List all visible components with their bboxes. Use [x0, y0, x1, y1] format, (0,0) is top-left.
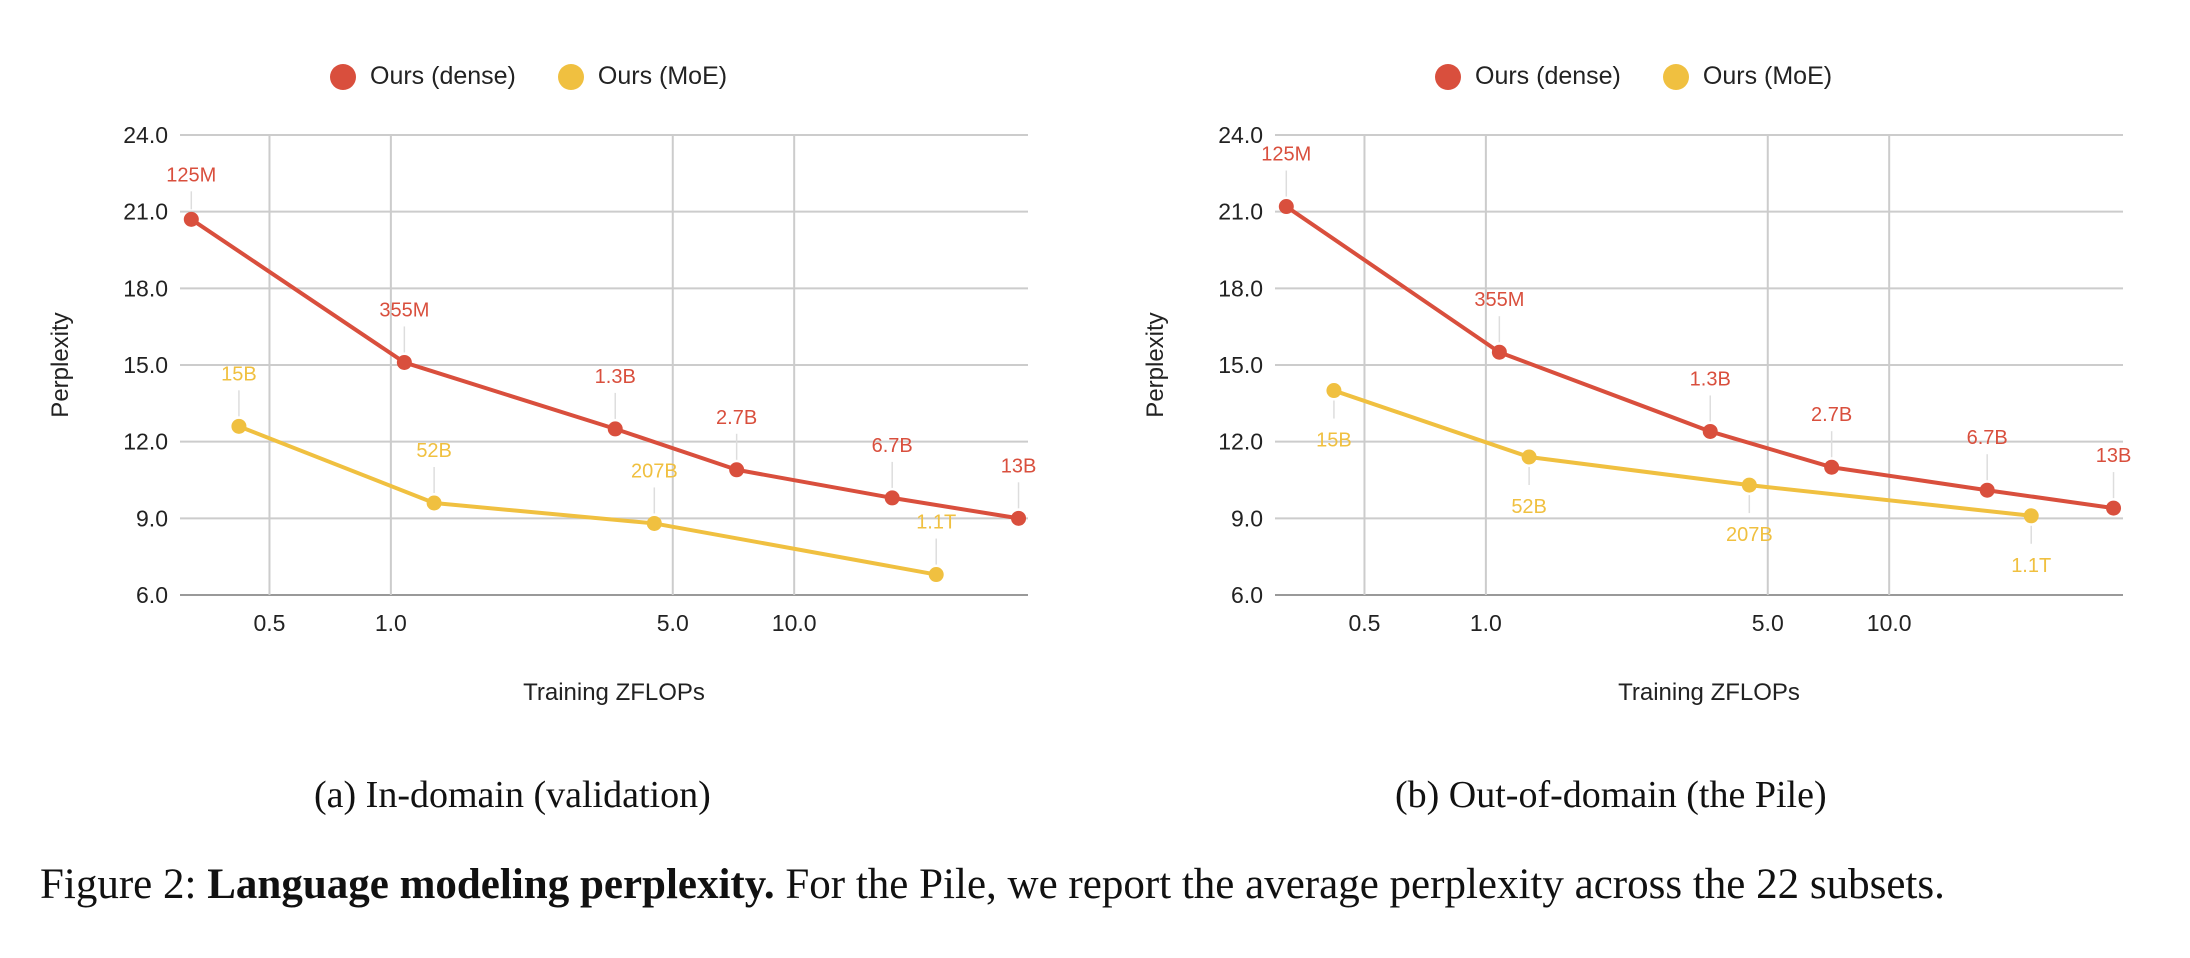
x-tick-label: 10.0 — [772, 610, 817, 636]
legend-dense-label: Ours (dense) — [370, 62, 516, 90]
point-label-dense: 13B — [1001, 455, 1037, 477]
figure-caption-bold: Language modeling perplexity. — [207, 861, 775, 908]
y-tick-label: 21.0 — [1218, 199, 1263, 225]
chart-panel-a: Ours (dense) Ours (MoE) 6.0 9.0 12.0 15.0 18… — [0, 40, 1095, 816]
point-dense — [2106, 500, 2122, 516]
legend-dense-dot — [1435, 63, 1461, 90]
point-label-dense: 355M — [1474, 289, 1524, 311]
point-label-dense: 13B — [2096, 445, 2132, 467]
y-tick-label: 15.0 — [1218, 352, 1263, 378]
point-label-dense: 1.3B — [1690, 368, 1731, 390]
point-dense — [1278, 199, 1294, 215]
point-label-moe: 52B — [416, 440, 452, 462]
legend-dense-dot — [330, 63, 356, 90]
point-dense — [884, 490, 900, 506]
legend-moe-dot — [1662, 63, 1689, 90]
legend: Ours (dense) Ours (MoE) — [330, 62, 769, 91]
x-axis-title: Training ZFLOPs — [523, 679, 705, 706]
point-moe — [928, 567, 944, 583]
legend-moe-dot — [557, 63, 584, 90]
x-tick-label: 1.0 — [1470, 610, 1502, 636]
series-line-moe — [238, 424, 937, 577]
point-moe — [1326, 383, 1342, 399]
point-moe — [1521, 449, 1537, 465]
x-tick-label: 5.0 — [657, 610, 689, 636]
figure-caption-text: For the Pile, we report the average perp… — [785, 861, 1945, 908]
x-tick-label: 1.0 — [375, 610, 407, 636]
point-label-moe: 207B — [1726, 524, 1773, 546]
legend-moe-label: Ours (MoE) — [1702, 62, 1833, 90]
legend-item-dense: Ours (dense) — [330, 62, 516, 91]
point-label-dense: 2.7B — [1811, 404, 1852, 426]
legend-moe-label: Ours (MoE) — [597, 62, 728, 90]
point-label-moe: 52B — [1511, 496, 1547, 518]
point-moe — [2023, 508, 2039, 524]
point-label-moe: 1.1T — [916, 512, 956, 534]
series-line-moe — [1333, 388, 2032, 518]
subcaption-b: (b) Out-of-domain (the Pile) — [1395, 774, 1827, 816]
figure-caption: Figure 2: Language modeling perplexity. … — [40, 860, 1945, 909]
series-line-dense — [1285, 204, 2114, 511]
point-label-dense: 125M — [1261, 144, 1311, 166]
point-dense — [396, 354, 412, 370]
point-moe — [1741, 477, 1757, 493]
point-label-moe: 15B — [1316, 430, 1352, 452]
legend-item-moe: Ours (MoE) — [1662, 62, 1833, 91]
point-label-dense: 1.3B — [595, 366, 636, 388]
y-tick-label: 6.0 — [136, 582, 168, 608]
point-label-dense: 6.7B — [1967, 427, 2008, 449]
point-dense — [1011, 510, 1027, 526]
x-tick-label: 10.0 — [1867, 610, 1912, 636]
figure-caption-label: Figure 2: — [40, 861, 197, 908]
legend-item-moe: Ours (MoE) — [557, 62, 728, 91]
point-label-moe: 1.1T — [2011, 555, 2051, 577]
point-label-moe: 15B — [221, 363, 257, 385]
x-tick-label: 0.5 — [1348, 610, 1380, 636]
y-tick-label: 12.0 — [123, 429, 168, 455]
x-tick-label: 5.0 — [1752, 610, 1784, 636]
chart-a-svg: 6.0 9.0 12.0 15.0 18.0 21.0 24.0 0.5 1.0 5.0 10.0 T… — [47, 122, 1037, 706]
legend: Ours (dense) Ours (MoE) — [1435, 62, 1874, 91]
chart-panel-b: Ours (dense) Ours (MoE) 6.0 9.0 12.0 15.0 18… — [1095, 40, 2190, 816]
y-tick-label: 12.0 — [1218, 429, 1263, 455]
series-line-dense — [190, 217, 1019, 521]
y-tick-label: 15.0 — [123, 352, 168, 378]
point-label-dense: 125M — [166, 164, 216, 186]
point-dense — [607, 421, 623, 437]
x-axis-title: Training ZFLOPs — [1618, 679, 1800, 706]
point-label-dense: 6.7B — [872, 435, 913, 457]
point-label-dense: 355M — [379, 299, 429, 321]
x-tick-label: 0.5 — [253, 610, 285, 636]
point-dense — [1979, 482, 1995, 498]
y-tick-label: 24.0 — [123, 122, 168, 148]
point-dense — [1702, 423, 1718, 439]
legend-dense-label: Ours (dense) — [1475, 62, 1621, 90]
y-tick-label: 18.0 — [123, 275, 168, 301]
point-moe — [646, 515, 662, 531]
point-moe — [231, 418, 247, 434]
y-tick-label: 18.0 — [1218, 275, 1263, 301]
y-tick-label: 21.0 — [123, 199, 168, 225]
point-label-moe: 207B — [631, 460, 678, 482]
point-moe — [426, 495, 442, 511]
y-axis-title: Perplexity — [1142, 312, 1169, 417]
point-dense — [1491, 344, 1507, 360]
y-axis-title: Perplexity — [47, 312, 74, 417]
chart-b-svg: 6.0 9.0 12.0 15.0 18.0 21.0 24.0 0.5 1.0 5.0 10.0 T… — [1142, 122, 2132, 706]
point-dense — [1824, 459, 1840, 475]
y-tick-label: 9.0 — [1231, 505, 1263, 531]
legend-item-dense: Ours (dense) — [1435, 62, 1621, 91]
y-tick-label: 9.0 — [136, 505, 168, 531]
point-dense — [729, 462, 745, 478]
y-tick-label: 24.0 — [1218, 122, 1263, 148]
y-tick-label: 6.0 — [1231, 582, 1263, 608]
point-dense — [183, 211, 199, 227]
point-label-dense: 2.7B — [716, 407, 757, 429]
subcaption-a: (a) In-domain (validation) — [314, 774, 711, 816]
